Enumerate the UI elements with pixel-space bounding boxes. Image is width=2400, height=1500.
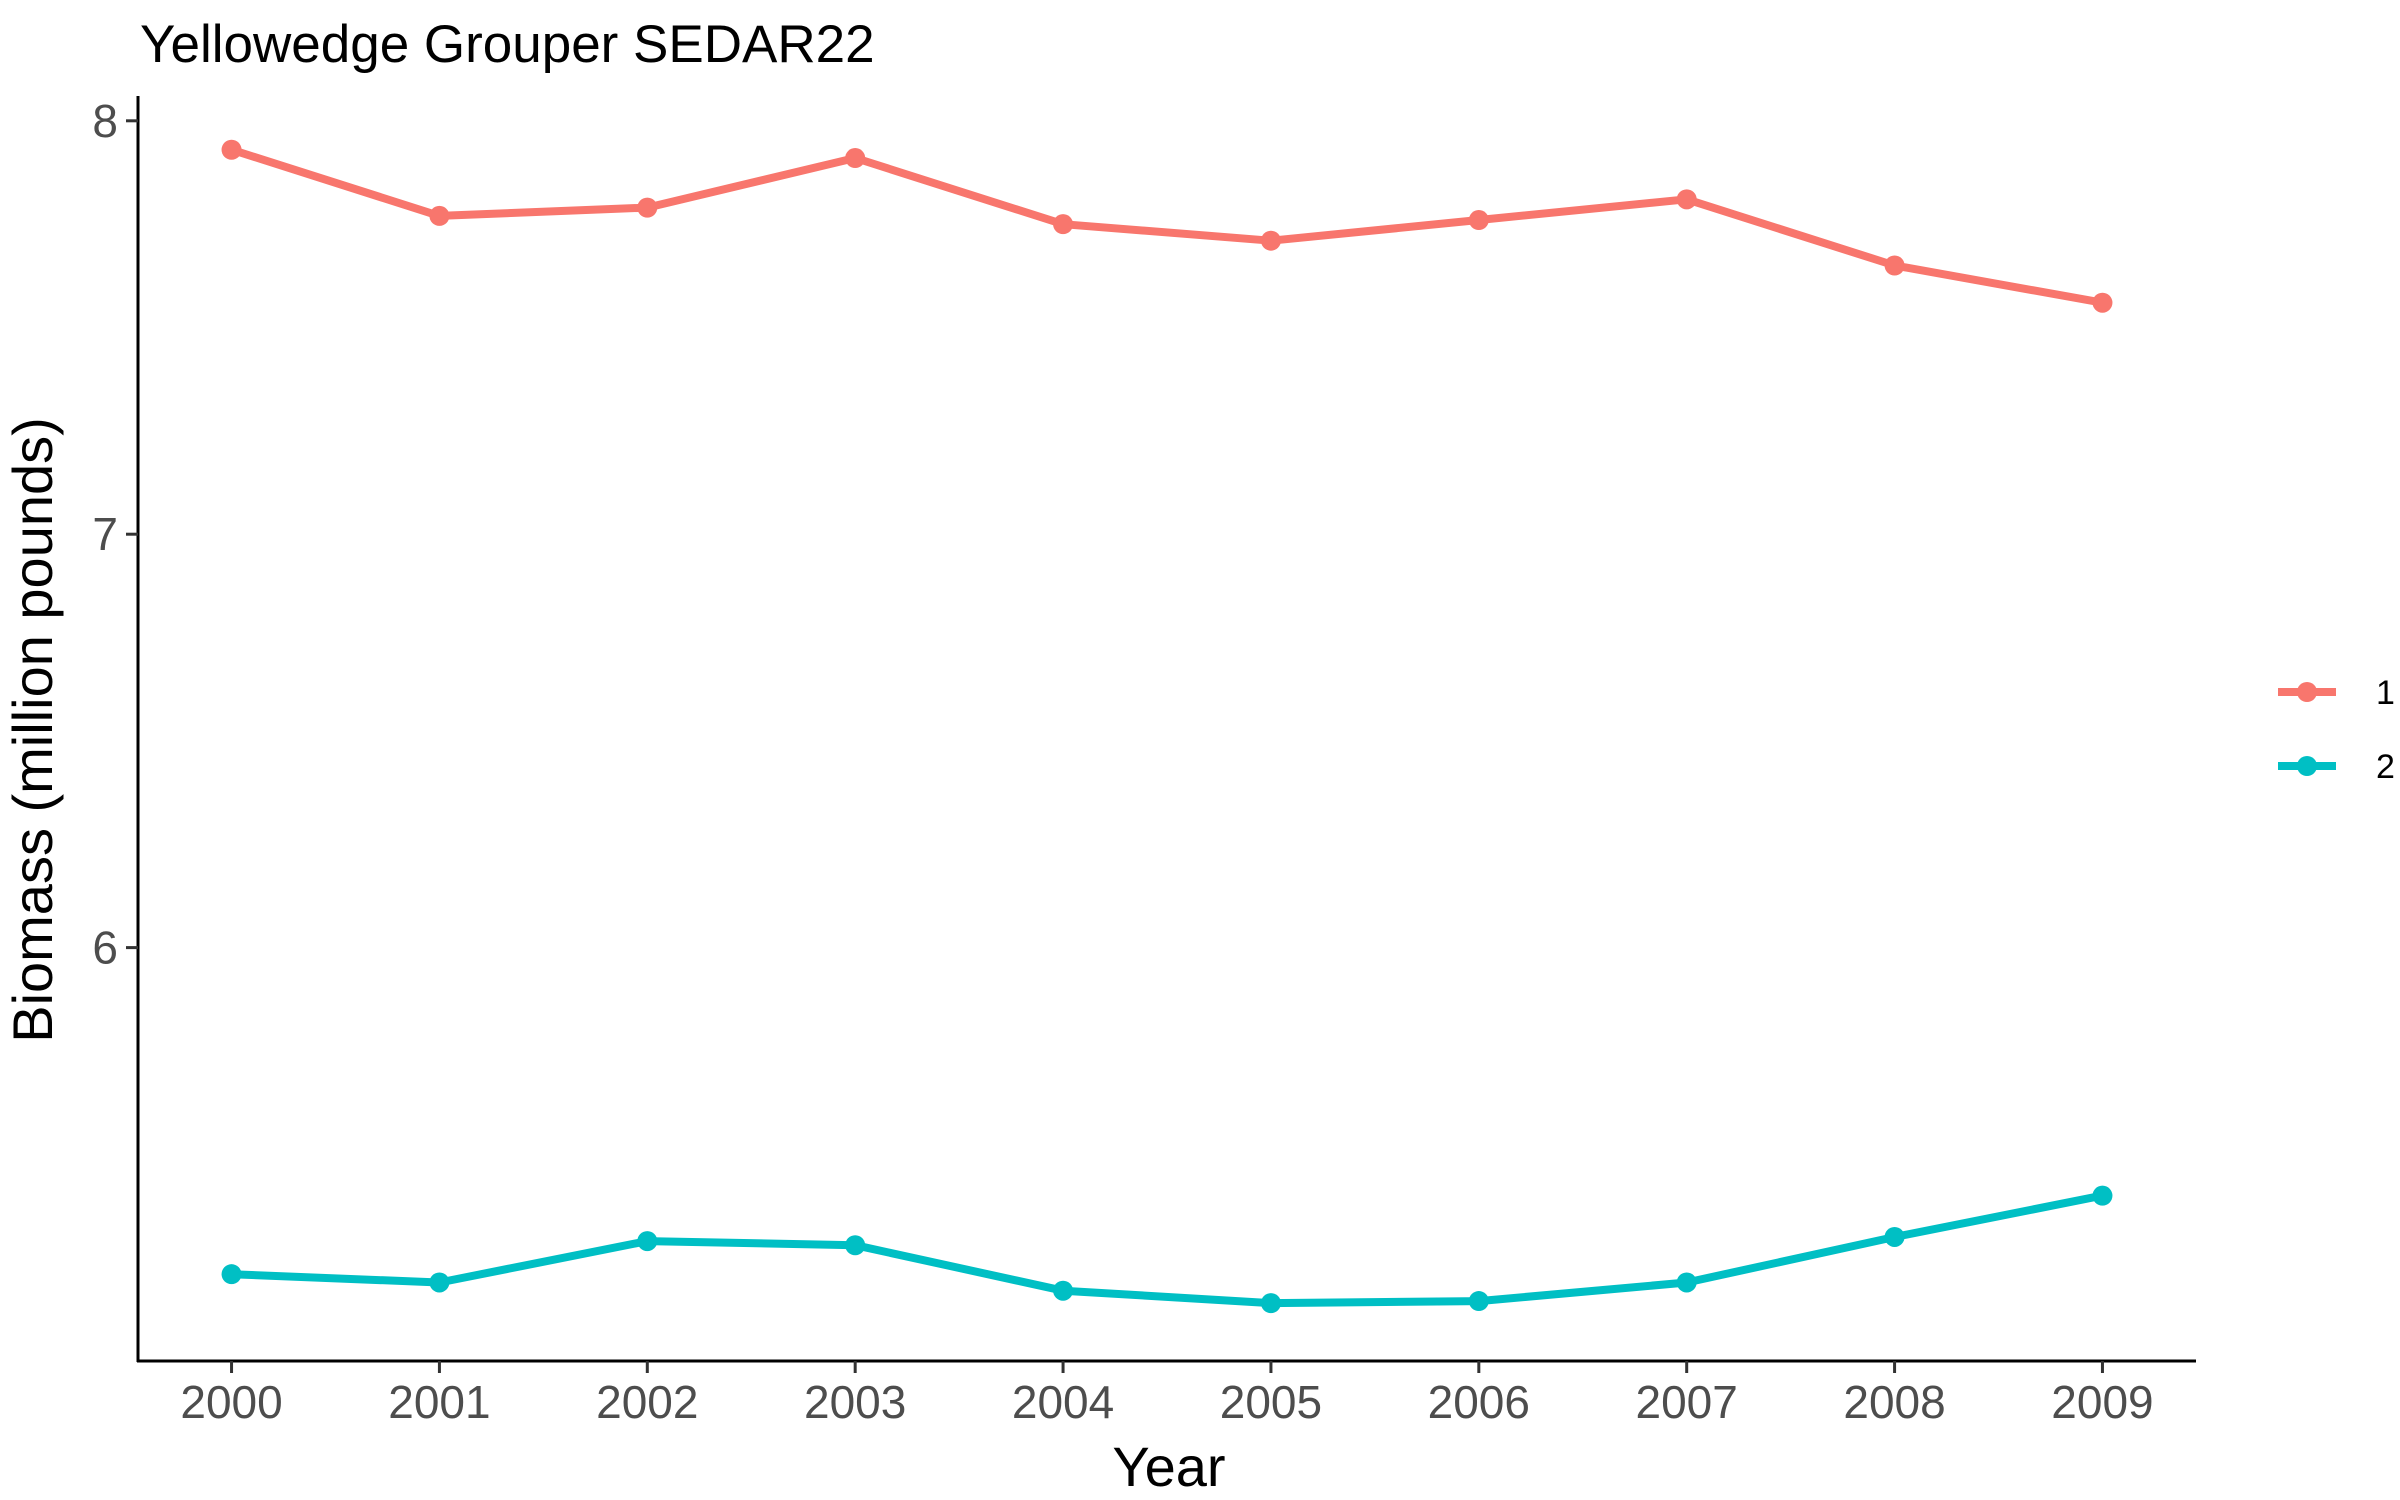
data-point-series-2 [1676,1272,1697,1293]
y-axis-ticks: 6 7 8 [92,95,138,974]
x-tick-label: 2005 [1220,1376,1322,1428]
data-point-series-2 [637,1231,658,1252]
x-tick-label: 2002 [596,1376,698,1428]
x-tick-label: 2000 [180,1376,282,1428]
legend-key-point [2297,682,2317,702]
x-tick-label: 2003 [804,1376,906,1428]
data-point-series-2 [1884,1226,1905,1247]
x-axis-title: Year [1112,1435,1225,1498]
series-line-2 [231,1191,2104,1308]
y-tick-label: 7 [92,508,118,560]
data-point-series-1 [845,148,866,169]
data-point-series-2 [221,1264,242,1285]
data-point-series-1 [2092,292,2113,313]
data-point-series-1 [1260,230,1281,251]
x-tick-label: 2001 [388,1376,490,1428]
x-tick-label: 2006 [1428,1376,1530,1428]
data-point-series-1 [637,197,658,218]
x-tick-label: 2008 [1843,1376,1945,1428]
data-point-series-1 [429,205,450,226]
data-point-series-1 [1884,255,1905,276]
data-point-series-1 [1676,189,1697,210]
y-tick-label: 8 [92,95,118,147]
legend-label: 2 [2376,748,2395,786]
data-point-series-1 [1053,214,1074,235]
legend: 12 [2278,674,2395,786]
chart-title: Yellowedge Grouper SEDAR22 [140,15,875,74]
x-tick-label: 2004 [1012,1376,1114,1428]
data-point-series-2 [2092,1185,2113,1206]
legend-label: 1 [2376,674,2395,712]
data-point-series-2 [1468,1291,1489,1312]
plot-area [221,139,2113,1314]
series-line-1 [230,145,2104,307]
data-point-series-2 [845,1235,866,1256]
data-point-series-2 [1053,1280,1074,1301]
legend-key-point [2297,756,2317,776]
data-point-series-2 [1260,1293,1281,1314]
x-axis-ticks: 2000 2001 2002 2003 2004 2005 2006 2007 2008 2009 [180,1361,2154,1428]
data-point-series-1 [1468,210,1489,231]
y-axis-title: Biomass (million pounds) [1,417,64,1043]
x-tick-label: 2009 [2051,1376,2153,1428]
x-tick-label: 2007 [1636,1376,1738,1428]
y-tick-label: 6 [92,922,118,974]
data-point-series-2 [429,1272,450,1293]
data-point-series-1 [221,139,242,160]
